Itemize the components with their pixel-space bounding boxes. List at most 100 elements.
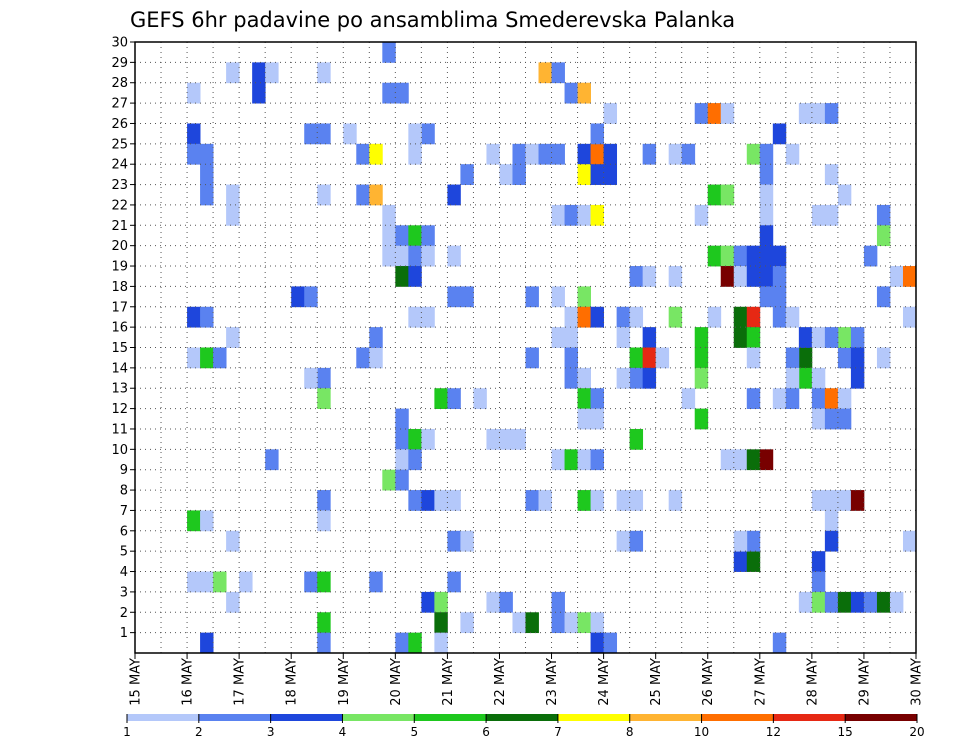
- precip-cell: [447, 245, 461, 267]
- precip-cell: [434, 388, 448, 409]
- precip-cell: [473, 388, 487, 409]
- x-tick-label: 18 MAY: [285, 658, 300, 706]
- precip-cell: [850, 490, 865, 511]
- precip-cell: [668, 490, 683, 511]
- precip-cell: [577, 286, 591, 308]
- precip-cell: [759, 266, 774, 287]
- precip-cell: [681, 143, 696, 165]
- precip-cell: [447, 490, 461, 511]
- precip-cell: [317, 184, 331, 206]
- precip-cell: [850, 367, 865, 389]
- precip-cell: [824, 490, 839, 511]
- precip-cell: [187, 306, 201, 328]
- x-tick-label: 21 MAY: [441, 658, 456, 706]
- precip-cell: [772, 123, 787, 145]
- precip-cell: [902, 306, 917, 328]
- precip-cell: [733, 551, 748, 572]
- x-tick-label: 29 MAY: [857, 658, 872, 706]
- precip-cell: [746, 306, 761, 328]
- precip-cell: [408, 225, 422, 247]
- precip-cell: [577, 388, 591, 409]
- x-tick-label: 16 MAY: [181, 658, 196, 706]
- precip-cell: [668, 306, 683, 328]
- precip-cell: [460, 164, 474, 185]
- precip-cell: [434, 612, 448, 634]
- precip-cell: [447, 184, 461, 206]
- precip-cell: [187, 123, 201, 145]
- y-tick-label: 6: [120, 524, 128, 539]
- y-tick-label: 8: [120, 484, 128, 499]
- precip-cell: [733, 266, 748, 287]
- precip-cell: [590, 408, 604, 430]
- precip-cell: [694, 347, 709, 369]
- precip-cell: [720, 184, 735, 206]
- precip-cell: [512, 164, 526, 185]
- colorbar-label: 7: [554, 725, 562, 739]
- precip-cell: [408, 306, 422, 328]
- precip-cell: [746, 327, 761, 348]
- precip-cell: [759, 184, 774, 206]
- precip-cell: [707, 184, 722, 206]
- precip-cell: [187, 347, 201, 369]
- colorbar-label: 3: [267, 725, 275, 739]
- precip-cell: [434, 591, 448, 613]
- precip-cell: [200, 164, 214, 185]
- precip-cell: [395, 469, 409, 491]
- precip-cell: [356, 143, 370, 165]
- precip-cell: [746, 530, 761, 552]
- precip-cell: [408, 123, 422, 145]
- precip-cell: [798, 591, 813, 613]
- precip-cell: [642, 266, 657, 287]
- precip-cell: [187, 510, 201, 532]
- precip-cell: [720, 245, 735, 267]
- precip-cell: [837, 388, 852, 409]
- y-tick-label: 1: [120, 626, 128, 641]
- precip-cell: [551, 143, 565, 165]
- y-axis-ticks: 1234567891011121314151617181920212223242…: [111, 36, 135, 641]
- precip-cell: [395, 266, 409, 287]
- precip-cell: [200, 306, 214, 328]
- precip-cell: [811, 204, 826, 226]
- precip-cell: [304, 123, 318, 145]
- precip-cell: [616, 490, 631, 511]
- precip-cell: [395, 408, 409, 430]
- precip-cell: [889, 266, 904, 287]
- precip-cell: [408, 143, 422, 165]
- precip-cell: [902, 530, 917, 552]
- precip-cell: [720, 266, 735, 287]
- precip-cell: [551, 612, 565, 634]
- precip-cell: [421, 428, 435, 450]
- precip-cell: [603, 103, 618, 124]
- colorbar-swatch: [701, 714, 774, 721]
- precip-cell: [616, 327, 631, 348]
- precip-cell: [746, 388, 761, 409]
- precip-cell: [317, 632, 331, 654]
- precip-cell: [200, 510, 214, 532]
- precip-cell: [707, 306, 722, 328]
- precip-cell: [226, 204, 240, 226]
- precip-cell: [772, 266, 787, 287]
- y-tick-label: 10: [111, 443, 128, 458]
- precip-cell: [187, 82, 201, 104]
- precip-cell: [837, 327, 852, 348]
- y-tick-label: 15: [111, 341, 128, 356]
- precip-cell: [525, 286, 539, 308]
- precip-cell: [200, 571, 214, 593]
- precip-cell: [577, 204, 591, 226]
- y-tick-label: 18: [111, 280, 128, 295]
- precip-cell: [694, 408, 709, 430]
- y-tick-label: 24: [111, 158, 128, 173]
- y-tick-label: 12: [111, 402, 128, 417]
- precip-cell: [902, 266, 917, 287]
- precip-cell: [551, 62, 565, 84]
- precip-cell: [317, 123, 331, 145]
- precip-cell: [538, 143, 552, 165]
- precipitation-cells: [187, 42, 917, 654]
- x-tick-label: 23 MAY: [545, 658, 560, 706]
- y-tick-label: 22: [111, 198, 128, 213]
- precip-cell: [837, 184, 852, 206]
- plot-frame: [134, 41, 917, 654]
- precip-cell: [707, 245, 722, 267]
- y-tick-label: 19: [111, 260, 128, 275]
- y-tick-label: 21: [111, 219, 128, 234]
